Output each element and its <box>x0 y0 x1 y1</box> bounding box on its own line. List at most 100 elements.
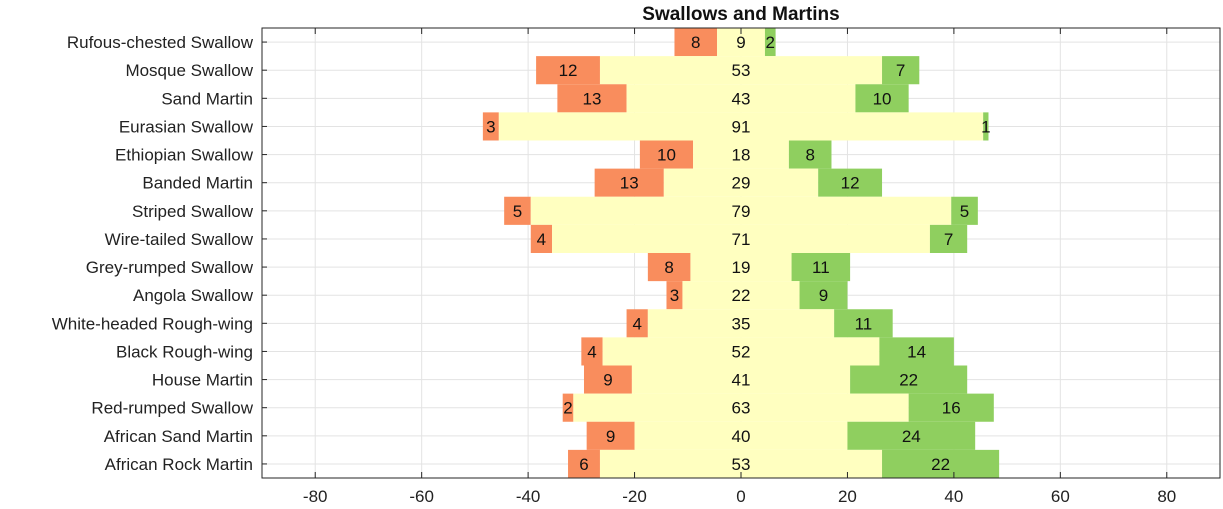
bar-left-segment <box>674 28 718 57</box>
data-label-center: 53 <box>732 455 751 474</box>
bar-right-segment <box>764 28 776 57</box>
data-label-left: 5 <box>513 202 522 221</box>
bar-right-segment <box>791 253 851 282</box>
bars <box>482 28 1000 478</box>
data-label-right: 11 <box>812 258 830 277</box>
data-label-right: 22 <box>899 371 918 390</box>
data-label-left: 4 <box>587 342 596 361</box>
bar-left-segment <box>626 309 648 338</box>
data-label-center: 22 <box>732 286 751 305</box>
data-label-center: 71 <box>732 230 751 249</box>
data-label-right: 22 <box>931 455 950 474</box>
bar-left-segment <box>568 449 600 478</box>
x-tick-label: 60 <box>1051 487 1070 506</box>
data-label-left: 13 <box>620 174 639 193</box>
bar-left-segment <box>647 253 691 282</box>
bar-center-segment <box>631 365 851 394</box>
data-label-right: 1 <box>981 117 990 136</box>
x-tick-label: -60 <box>409 487 434 506</box>
category-label: Wire-tailed Swallow <box>105 230 254 249</box>
data-label-center: 18 <box>732 146 751 165</box>
category-label: Grey-rumped Swallow <box>86 258 254 277</box>
chart-title: Swallows and Martins <box>642 4 839 25</box>
data-label-right: 24 <box>902 427 921 446</box>
x-tick-label: 20 <box>838 487 857 506</box>
data-label-right: 7 <box>944 230 953 249</box>
bar-center-segment <box>626 84 856 113</box>
x-tick-label: -20 <box>622 487 647 506</box>
data-label-right: 16 <box>942 399 961 418</box>
bar-right-segment <box>929 224 968 253</box>
bar-center-segment <box>573 393 909 422</box>
bar-right-segment <box>847 421 976 450</box>
data-label-center: 52 <box>732 342 751 361</box>
data-label-left: 3 <box>670 286 679 305</box>
bar-center-segment <box>690 253 792 282</box>
bar-left-segment <box>530 224 553 253</box>
data-label-right: 2 <box>766 33 775 52</box>
data-label-center: 91 <box>732 117 751 136</box>
bar-left-segment <box>557 84 627 113</box>
category-label: White-headed Rough-wing <box>52 314 253 333</box>
category-labels: Rufous-chested Swallow Mosque Swallow Sand… <box>52 33 267 474</box>
data-label-right: 11 <box>855 314 873 333</box>
bar-center-segment <box>602 337 880 366</box>
data-label-right: 10 <box>873 89 892 108</box>
data-label-right: 14 <box>907 342 926 361</box>
category-label: Angola Swallow <box>133 286 254 305</box>
category-label: Red-rumped Swallow <box>91 399 253 418</box>
bar-right-segment <box>882 449 1000 478</box>
category-label: African Sand Martin <box>104 427 253 446</box>
data-label-right: 8 <box>805 146 814 165</box>
bar-center-segment <box>682 281 800 310</box>
bar-center-segment <box>530 196 952 225</box>
category-label: Ethiopian Swallow <box>115 146 254 165</box>
category-label: Sand Martin <box>161 89 253 108</box>
bar-right-segment <box>834 309 893 338</box>
bar-right-segment <box>879 337 954 366</box>
bar-center-segment <box>693 140 789 169</box>
data-label-left: 10 <box>657 146 676 165</box>
category-label: Eurasian Swallow <box>119 117 254 136</box>
x-axis-ticks: -80 -60 -40 -20 0 20 40 60 80 <box>303 28 1176 506</box>
bar-right-segment <box>850 365 968 394</box>
data-label-left: 8 <box>691 33 700 52</box>
data-label-center: 40 <box>732 427 751 446</box>
x-tick-label: 80 <box>1157 487 1176 506</box>
bar-left-segment <box>581 337 603 366</box>
x-tick-label: 0 <box>736 487 745 506</box>
data-label-left: 6 <box>579 455 588 474</box>
data-label-left: 9 <box>606 427 615 446</box>
bar-right-segment <box>855 84 909 113</box>
bar-right-segment <box>818 168 883 197</box>
data-label-left: 2 <box>563 399 572 418</box>
data-label-left: 9 <box>603 371 612 390</box>
data-label-left: 4 <box>537 230 546 249</box>
data-labels: 8 9 212 53 713 43 103 91 110 18 813 29 125 79 54 71 78 19… <box>486 33 990 474</box>
data-label-left: 12 <box>559 61 578 80</box>
bar-left-segment <box>666 281 683 310</box>
category-label: House Martin <box>152 371 253 390</box>
data-label-right: 7 <box>896 61 905 80</box>
data-label-center: 41 <box>732 371 751 390</box>
data-label-left: 8 <box>664 258 673 277</box>
x-tick-label: -80 <box>303 487 328 506</box>
bar-left-segment <box>482 112 499 141</box>
category-label: Banded Martin <box>142 174 253 193</box>
bar-center-segment <box>634 421 848 450</box>
category-label: Rufous-chested Swallow <box>67 33 254 52</box>
data-label-center: 53 <box>732 61 751 80</box>
bar-right-segment <box>799 281 848 310</box>
bar-left-segment <box>536 56 600 85</box>
bar-center-segment <box>552 224 930 253</box>
data-label-left: 3 <box>486 117 495 136</box>
bar-left-segment <box>639 140 694 169</box>
bar-right-segment <box>951 196 978 225</box>
bar-center-segment <box>599 56 883 85</box>
category-label: Striped Swallow <box>132 202 254 221</box>
bar-right-segment <box>788 140 832 169</box>
bar-center-segment <box>663 168 819 197</box>
bar-right-segment <box>908 393 994 422</box>
